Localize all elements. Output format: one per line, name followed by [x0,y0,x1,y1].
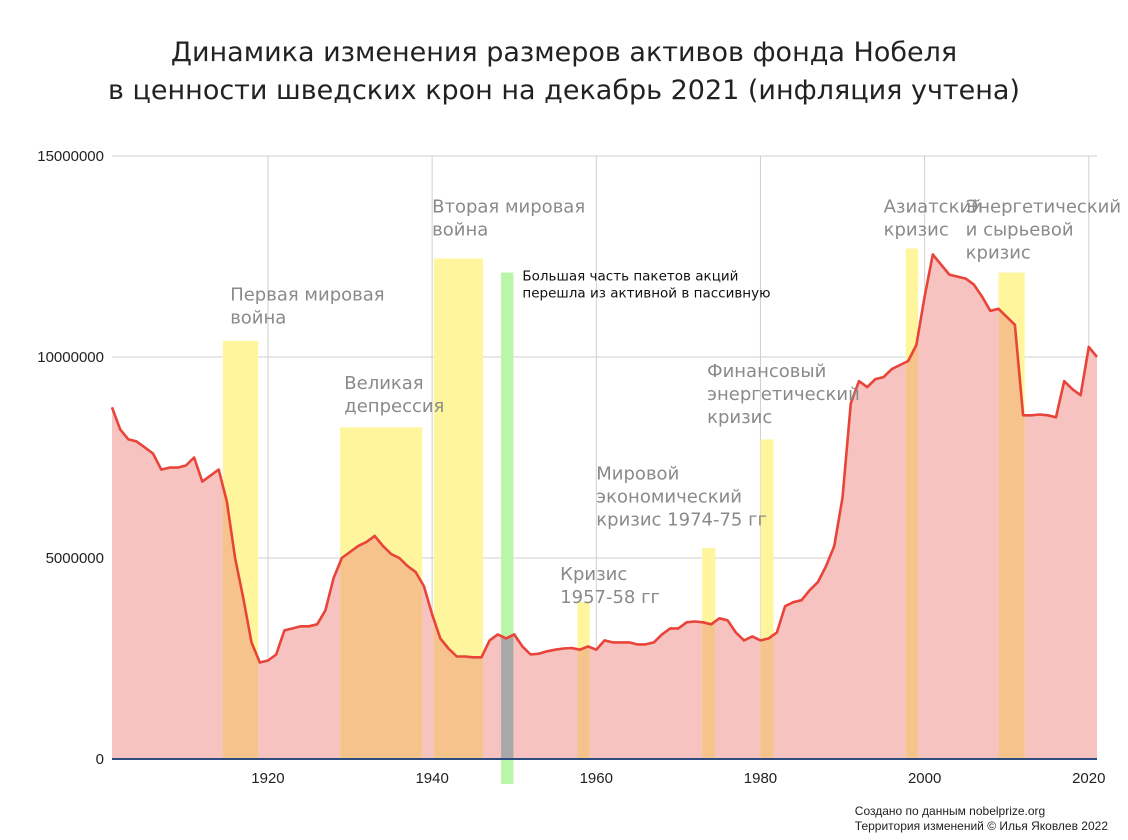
event-band-overlap [222,485,259,759]
y-tick-label: 0 [96,751,104,768]
event-band-overlap [433,619,484,759]
credits-author: Территория изменений © Илья Яковлев 2022 [854,819,1108,833]
x-tick-label: 1940 [415,770,448,787]
event-band-overlap [998,308,1025,759]
asset-line [110,253,1099,664]
x-tick-label: 1980 [744,770,777,787]
y-tick-label: 10000000 [37,349,104,366]
event-annotation-line: энергетический [707,384,860,405]
event-band [433,258,484,759]
event-annotation-line: кризис [966,242,1031,263]
event-band [998,272,1025,759]
x-tick-label: 1960 [580,770,613,787]
event-band [577,602,590,759]
event-annotation-line: экономический [596,487,742,508]
chart-title-line-2: в ценности шведских крон на декабрь 2021… [108,75,1020,106]
event-annotation-line: Первая мировая [230,285,384,306]
x-tick-label: 1920 [251,770,284,787]
event-annotation-line: Вторая мировая [432,196,585,217]
event-annotation-line: война [432,219,488,240]
y-tick-label: 5000000 [46,550,104,567]
chart-title-line-1: Динамика изменения размеров активов фонд… [170,37,958,68]
event-annotation-line: 1957-58 гг [560,587,660,608]
event-band-overlap [501,634,514,759]
event-annotation-line: Энергетический [966,196,1121,217]
event-annotation-line: кризис 1974-75 гг [596,510,767,531]
event-annotation-line: кризис [884,219,949,240]
event-band [905,248,919,759]
event-band [501,272,514,784]
event-band-overlap [905,335,919,759]
event-band-overlap [340,535,423,759]
x-tick-label: 2000 [908,770,941,787]
event-band [340,427,423,759]
event-annotation-line: Финансовый [707,361,826,382]
event-annotation-line: кризис [707,407,772,428]
event-annotation-line: Большая часть пакетов акций [522,269,738,285]
event-band-overlap [760,634,774,759]
y-tick-label: 15000000 [37,148,104,165]
event-annotation-line: Мировой [596,464,679,485]
event-annotation-line: Великая [344,373,423,394]
x-tick-label: 2020 [1072,770,1105,787]
event-band-overlap [577,646,590,759]
event-annotation-line: Кризис [560,564,627,585]
event-annotation-line: и сырьевой [966,219,1074,240]
credits: Создано по данным nobelprize.org Террито… [855,804,1108,834]
chart-title: Динамика изменения размеров активов фонд… [0,34,1128,110]
event-band [760,439,774,759]
event-band-overlap [702,621,716,759]
credits-source: Создано по данным nobelprize.org [854,804,1046,818]
event-annotation-line: перешла из активной в пассивную [522,286,770,302]
event-annotation-line: война [230,308,286,329]
event-annotation-line: Азиатский [884,196,983,217]
event-band [222,340,259,759]
event-annotation-line: депрессия [344,396,444,417]
event-band [702,547,716,759]
